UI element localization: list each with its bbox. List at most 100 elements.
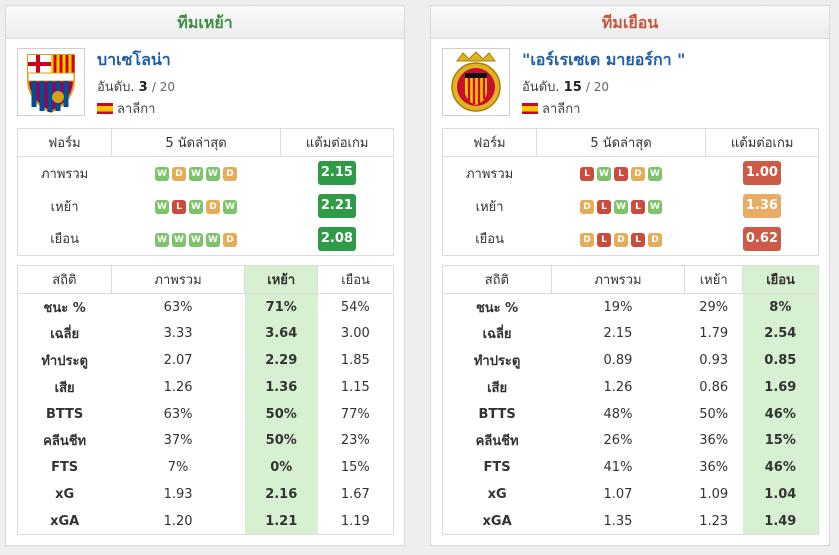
league-name[interactable]: ลาลีกา bbox=[117, 102, 156, 117]
form-result-badge[interactable]: W bbox=[189, 200, 204, 214]
stats-cell-label: BTTS bbox=[17, 400, 112, 428]
stats-row: เสีย 1.26 1.36 1.15 bbox=[17, 373, 394, 401]
form-result-badge[interactable]: W bbox=[597, 167, 612, 182]
stats-header-row: สถิติ ภาพรวม เหย้า เยือน bbox=[442, 265, 819, 294]
stats-cell-away: 54% bbox=[317, 293, 394, 321]
stats-cell-home: 71% bbox=[244, 293, 318, 321]
stats-cell-label: FTS bbox=[442, 454, 552, 482]
league-name[interactable]: ลาลีกา bbox=[542, 102, 581, 117]
form-result-badge[interactable]: L bbox=[597, 200, 612, 214]
form-result-badge[interactable]: D bbox=[631, 167, 646, 182]
stats-row: คลีนชีท 26% 36% 15% bbox=[442, 427, 819, 455]
stats-row: BTTS 63% 50% 77% bbox=[17, 400, 394, 428]
form-row-label: ภาพรวม bbox=[442, 156, 537, 190]
stats-cell-home: 1.09 bbox=[699, 486, 729, 502]
stats-header-away: เยือน bbox=[317, 265, 394, 294]
form-result-badge[interactable]: D bbox=[172, 167, 187, 182]
stats-row: เฉลี่ย 3.33 3.64 3.00 bbox=[17, 320, 394, 348]
stats-cell-away: 8% bbox=[742, 293, 819, 321]
home-team-name[interactable]: บาเซโลน่า bbox=[97, 50, 171, 69]
stats-cell-overall: 1.26 bbox=[163, 379, 193, 395]
form-header-ppg: แต้มต่อเกม bbox=[280, 128, 394, 157]
form-header-row: ฟอร์ม 5 นัดล่าสุด แต้มต่อเกม bbox=[442, 128, 819, 157]
form-result-badge[interactable]: W bbox=[155, 200, 170, 214]
stats-cell-away: 1.04 bbox=[742, 481, 819, 508]
form-header-last5: 5 นัดล่าสุด bbox=[110, 128, 282, 157]
form-result-badge[interactable]: L bbox=[631, 232, 646, 247]
stats-cell-overall: 1.35 bbox=[551, 507, 685, 536]
form-row: ภาพรวม L W L D W 1.00 bbox=[442, 156, 819, 190]
form-result-badge[interactable]: W bbox=[172, 232, 187, 247]
stats-cell-away: 23% bbox=[317, 427, 394, 455]
stats-row: ทำประตู 0.89 0.93 0.85 bbox=[442, 347, 819, 374]
home-team-rank: อันดับ. 3 / 20 bbox=[97, 76, 175, 97]
form-result-badge[interactable]: W bbox=[206, 232, 221, 247]
away-stats-table: สถิติ ภาพรวม เหย้า เยือน ชนะ % 19% 29% 8% เฉ… bbox=[442, 265, 819, 536]
stats-cell-label: คลีนชีท bbox=[17, 427, 112, 455]
stats-cell-away: 1.15 bbox=[317, 373, 394, 401]
form-row-label: เหย้า bbox=[442, 189, 537, 223]
stats-header-home: เหย้า bbox=[244, 265, 319, 294]
stats-header-row: สถิติ ภาพรวม เหย้า เยือน bbox=[17, 265, 394, 294]
stats-cell-away: 46% bbox=[742, 400, 819, 428]
stats-row: เสีย 1.26 0.86 1.69 bbox=[442, 373, 819, 401]
form-result-badge[interactable]: D bbox=[580, 200, 595, 214]
form-result-badge[interactable]: D bbox=[206, 200, 221, 214]
form-result-badge[interactable]: W bbox=[223, 200, 238, 214]
home-team-info: บาเซโลน่า อันดับ. 3 / 20 ลาลีกา bbox=[17, 48, 393, 120]
stats-header-stat: สถิติ bbox=[442, 265, 552, 294]
mallorca-crest-icon bbox=[442, 48, 510, 116]
form-result-badge[interactable]: L bbox=[631, 200, 646, 214]
away-team-rank: อันดับ. 15 / 20 bbox=[522, 76, 609, 97]
stats-cell-overall: 37% bbox=[163, 433, 193, 449]
form-result-badge[interactable]: D bbox=[223, 232, 238, 247]
form-row: เหย้า D L W L W 1.36 bbox=[442, 189, 819, 223]
form-result-badge[interactable]: W bbox=[189, 232, 204, 247]
stats-cell-home: 50% bbox=[699, 406, 729, 422]
home-team-panel: ทีมเหย้า บาเซโลน่า อันดับ. 3 / 20 ลาลีกา bbox=[5, 5, 405, 546]
ppg-badge: 1.00 bbox=[742, 161, 781, 186]
stats-cell-label: เสีย bbox=[442, 373, 552, 401]
form-row: เหย้า W L W D W 2.21 bbox=[17, 189, 394, 223]
home-form-table: ฟอร์ม 5 นัดล่าสุด แต้มต่อเกม ภาพรวม W D W W D… bbox=[17, 128, 394, 256]
form-result-badge[interactable]: L bbox=[597, 232, 612, 247]
form-result-badge[interactable]: D bbox=[648, 232, 663, 247]
form-result-badge[interactable]: W bbox=[648, 167, 663, 182]
form-result-badge[interactable]: W bbox=[155, 167, 170, 182]
stats-cell-away: 2.54 bbox=[742, 320, 819, 348]
stats-cell-away: 15% bbox=[742, 427, 819, 455]
form-result-badge[interactable]: D bbox=[580, 232, 595, 247]
stats-row: xG 1.93 2.16 1.67 bbox=[17, 481, 394, 508]
form-result-badge[interactable]: W bbox=[155, 232, 170, 247]
stats-cell-label: xGA bbox=[17, 507, 112, 536]
stats-row: xGA 1.20 1.21 1.19 bbox=[17, 507, 394, 536]
rank-value: 15 bbox=[563, 80, 582, 95]
stats-cell-home: 36% bbox=[699, 460, 729, 476]
form-result-badge[interactable]: W bbox=[206, 167, 221, 182]
form-result-badge[interactable]: L bbox=[580, 167, 595, 182]
stats-header-overall: ภาพรวม bbox=[110, 265, 246, 294]
form-row-label: เยือน bbox=[17, 222, 112, 256]
form-result-badge[interactable]: W bbox=[648, 200, 663, 214]
form-result-badge[interactable]: D bbox=[223, 167, 238, 182]
stats-row: ชนะ % 19% 29% 8% bbox=[442, 293, 819, 321]
stats-cell-home: 0% bbox=[244, 454, 318, 482]
form-result-badge[interactable]: D bbox=[614, 232, 629, 247]
form-row-label: ภาพรวม bbox=[17, 156, 112, 190]
form-result-badge[interactable]: L bbox=[614, 167, 629, 182]
form-result-badge[interactable]: W bbox=[189, 167, 204, 182]
stats-cell-home: 50% bbox=[244, 427, 318, 455]
away-team-panel: ทีมเยือน "เอร์เรเซเด มายอร์กา " อันดับ. … bbox=[430, 5, 830, 546]
ppg-badge: 2.21 bbox=[317, 194, 356, 218]
ppg-badge: 2.15 bbox=[317, 161, 356, 186]
home-panel-header: ทีมเหย้า bbox=[6, 6, 404, 39]
form-result-badge[interactable]: W bbox=[614, 200, 629, 214]
stats-cell-away: 1.85 bbox=[317, 347, 394, 374]
form-result-badge[interactable]: L bbox=[172, 200, 187, 214]
away-team-name[interactable]: "เอร์เรเซเด มายอร์กา " bbox=[522, 50, 686, 69]
stats-cell-away: 1.69 bbox=[742, 373, 819, 401]
